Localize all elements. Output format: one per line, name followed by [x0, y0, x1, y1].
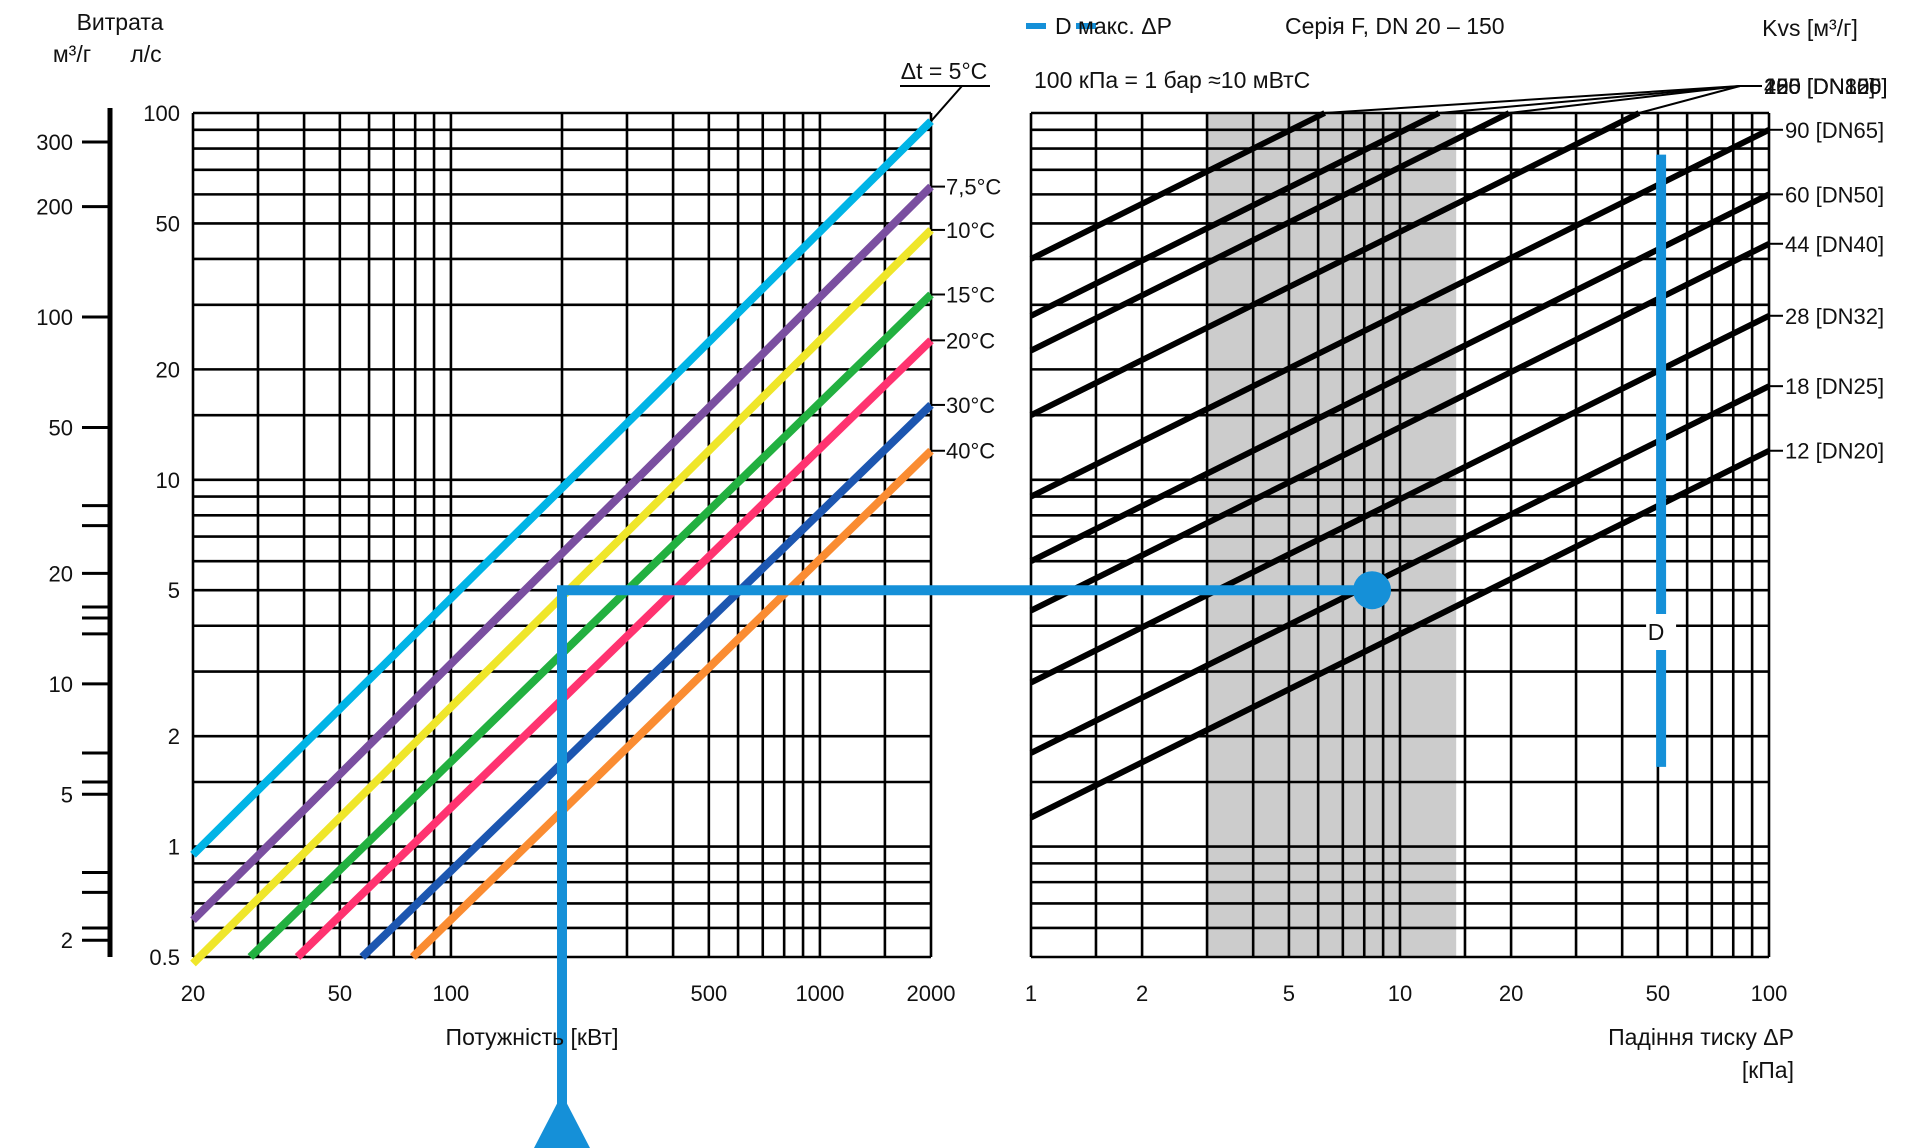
- series-line: [294, 337, 934, 960]
- outer-axis-tick-label: 2: [61, 928, 73, 953]
- outer-axis-tick-label: 50: [49, 415, 73, 440]
- kvs-label-leader: [1638, 85, 1741, 114]
- pressure-axis-units: [кПа]: [1742, 1057, 1794, 1083]
- x-tick-label: 20: [181, 981, 205, 1006]
- x-tick-label: 5: [1283, 981, 1295, 1006]
- kvs-line: [1029, 110, 1641, 418]
- kvs-line: [1029, 191, 1771, 564]
- y-tick-label: 5: [168, 578, 180, 603]
- kvs-line: [1029, 313, 1771, 686]
- power-axis-label: Потужність [кВт]: [446, 1024, 619, 1050]
- y-tick-label: 100: [143, 101, 180, 126]
- y-tick-label: 1: [168, 835, 180, 860]
- y-tick-label: 50: [156, 211, 180, 236]
- kvs-label: 400 [DN150]: [1764, 74, 1888, 99]
- kvs-line: [1029, 110, 1327, 262]
- kvs-label: 280 [DN125]: [1764, 74, 1888, 99]
- series-line: [247, 291, 934, 960]
- kvs-label-leader: [1508, 85, 1741, 114]
- series-label: 30°C: [946, 393, 995, 418]
- kvs-line: [1029, 241, 1771, 614]
- kvs-line: [1029, 448, 1771, 821]
- kvs-label: 225 [DN100]: [1764, 74, 1888, 99]
- series-label: 15°C: [946, 283, 995, 308]
- kvs-label-leader: [1324, 85, 1741, 114]
- kvs-label: Kvs [м³/г]: [1762, 15, 1858, 41]
- kvs-label-leader: [1438, 85, 1741, 114]
- series-line: [190, 118, 934, 858]
- flow-title: Витрата: [77, 9, 164, 35]
- d-marker-label: D: [1648, 619, 1665, 645]
- pressure-note: 100 кПа = 1 бар ≈10 мВтС: [1034, 67, 1310, 93]
- x-tick-label: 100: [433, 981, 470, 1006]
- pressure-axis-label: Падіння тиску ΔP: [1608, 1024, 1794, 1050]
- y-tick-label: 0.5: [149, 945, 180, 970]
- kvs-label: 28 [DN32]: [1785, 304, 1884, 329]
- x-tick-label: 100: [1751, 981, 1788, 1006]
- example-point: [1353, 571, 1392, 610]
- outer-axis-tick-label: 200: [36, 195, 73, 220]
- kvs-line: [1029, 110, 1441, 319]
- series-line: [190, 183, 934, 924]
- kvs-line: [1029, 110, 1511, 354]
- series-line: [359, 402, 934, 960]
- x-tick-label: 2000: [907, 981, 956, 1006]
- legend-text: D макс. ΔP: [1055, 13, 1172, 39]
- series-title: Серія F, DN 20 – 150: [1285, 13, 1505, 39]
- outer-axis-tick-label: 5: [61, 782, 73, 807]
- x-tick-label: 10: [1388, 981, 1412, 1006]
- series-label: 7,5°C: [946, 175, 1001, 200]
- flow-units-m3h: м³/г: [53, 41, 91, 67]
- x-tick-label: 50: [1646, 981, 1670, 1006]
- dt-title: Δt = 5°C: [901, 58, 988, 84]
- flow-units-ls: л/с: [130, 41, 161, 67]
- kvs-label: 150 [DN80]: [1764, 74, 1875, 99]
- example-path-arrow: [534, 1094, 590, 1148]
- kvs-line: [1029, 383, 1771, 756]
- y-tick-label: 2: [168, 724, 180, 749]
- x-tick-label: 1: [1025, 981, 1037, 1006]
- series-label: 20°C: [946, 328, 995, 353]
- kvs-label: 44 [DN40]: [1785, 232, 1884, 257]
- y-tick-label: 20: [156, 357, 180, 382]
- outer-axis-tick-label: 300: [36, 130, 73, 155]
- kvs-label: 18 [DN25]: [1785, 374, 1884, 399]
- kvs-line: [1029, 127, 1771, 500]
- kvs-label: 60 [DN50]: [1785, 182, 1884, 207]
- outer-axis-tick-label: 10: [49, 672, 73, 697]
- kvs-label: 90 [DN65]: [1785, 118, 1884, 143]
- x-tick-label: 2: [1136, 981, 1148, 1006]
- series-label-leader: [930, 85, 963, 122]
- series-label: 10°C: [946, 218, 995, 243]
- outer-axis-tick-label: 20: [49, 561, 73, 586]
- y-tick-label: 10: [156, 468, 180, 493]
- series-label: 40°C: [946, 439, 995, 464]
- x-tick-label: 50: [328, 981, 352, 1006]
- max-dp-label-bg: [1646, 614, 1677, 650]
- x-tick-label: 1000: [795, 981, 844, 1006]
- series-line: [409, 447, 934, 960]
- kvs-label: 12 [DN20]: [1785, 439, 1884, 464]
- x-tick-label: 20: [1499, 981, 1523, 1006]
- x-tick-label: 500: [690, 981, 727, 1006]
- outer-axis-tick-label: 100: [36, 305, 73, 330]
